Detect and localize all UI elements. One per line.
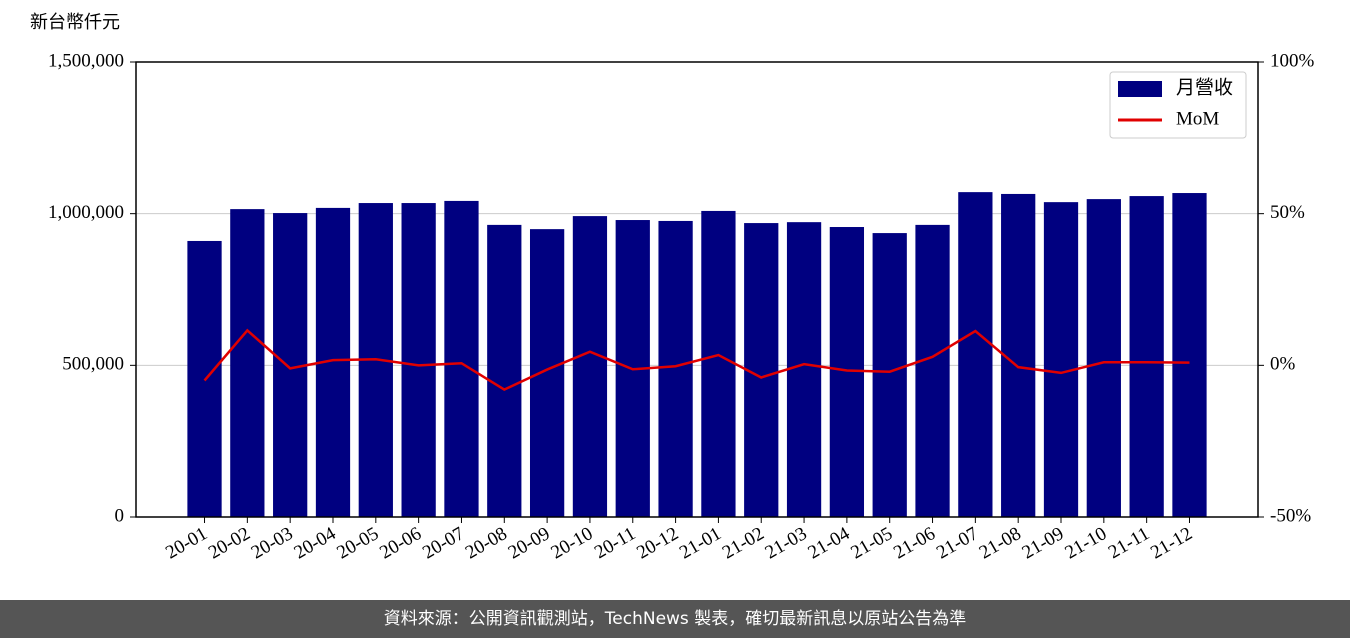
legend-swatch: [1118, 81, 1162, 97]
x-tick-label: 21-12: [1147, 523, 1196, 563]
x-tick-label: 21-11: [1105, 523, 1153, 563]
bar: [230, 209, 265, 517]
bar: [487, 224, 522, 517]
y2-tick-label: 0%: [1270, 354, 1296, 375]
y2-tick-label: -50%: [1270, 505, 1311, 526]
y2-tick-label: 100%: [1270, 50, 1315, 71]
x-tick-label: 21-05: [847, 523, 896, 563]
x-tick-label: 21-09: [1019, 523, 1068, 563]
x-tick-label: 20-01: [162, 523, 211, 563]
bar: [401, 203, 436, 518]
x-tick-label: 21-07: [933, 523, 982, 563]
bar: [958, 192, 993, 517]
x-tick-label: 20-06: [376, 523, 425, 563]
bar: [1086, 199, 1121, 517]
x-tick-label: 21-01: [676, 523, 725, 563]
bar: [444, 200, 479, 517]
bar: [1172, 193, 1207, 518]
x-tick-label: 20-11: [591, 523, 639, 563]
x-tick-label: 20-08: [462, 523, 511, 563]
x-tick-label: 20-02: [205, 523, 254, 563]
bar: [1043, 202, 1079, 517]
x-tick-label: 21-03: [762, 523, 811, 563]
x-tick-label: 20-10: [548, 523, 597, 563]
bar: [744, 223, 779, 517]
bar: [786, 222, 822, 517]
y-tick-label: 500,000: [62, 354, 124, 375]
x-tick-label: 21-04: [804, 523, 853, 564]
x-tick-label: 21-08: [976, 523, 1025, 563]
y-tick-label: 1,000,000: [48, 202, 124, 223]
legend-label: 月營收: [1176, 76, 1233, 98]
y2-tick-label: 50%: [1270, 202, 1305, 223]
bar: [572, 216, 608, 518]
bar: [701, 210, 736, 518]
bar: [1129, 196, 1164, 517]
y-tick-label: 0: [115, 505, 125, 526]
source-note: 資料來源：公開資訊觀測站，TechNews 製表，確切最新訊息以原站公告為準: [0, 600, 1350, 638]
x-tick-label: 20-12: [633, 523, 682, 563]
x-tick-label: 21-10: [1061, 523, 1110, 563]
mom-line: [203, 328, 1190, 392]
x-tick-label: 20-09: [505, 523, 554, 563]
bar: [1001, 193, 1036, 517]
bar: [658, 220, 693, 518]
chart: 新台幣仟元 0 500,000 1,000,000 1,500,000 -50% 0% 50…: [30, 12, 1315, 564]
x-tick-label: 21-06: [890, 523, 939, 563]
bar: [915, 224, 950, 517]
x-tick-label: 20-07: [419, 523, 468, 563]
y-tick-label: 1,500,000: [48, 50, 124, 71]
y-axis-label: 新台幣仟元: [30, 12, 120, 33]
x-tick-label: 21-02: [719, 523, 768, 563]
bar: [529, 229, 565, 518]
x-tick-label: 20-03: [248, 523, 297, 563]
x-tick-label: 20-05: [333, 523, 382, 563]
x-tick-label: 20-04: [291, 523, 340, 564]
legend-label: MoM: [1176, 108, 1219, 129]
bar: [872, 233, 907, 517]
plot-frame: [135, 61, 1259, 518]
